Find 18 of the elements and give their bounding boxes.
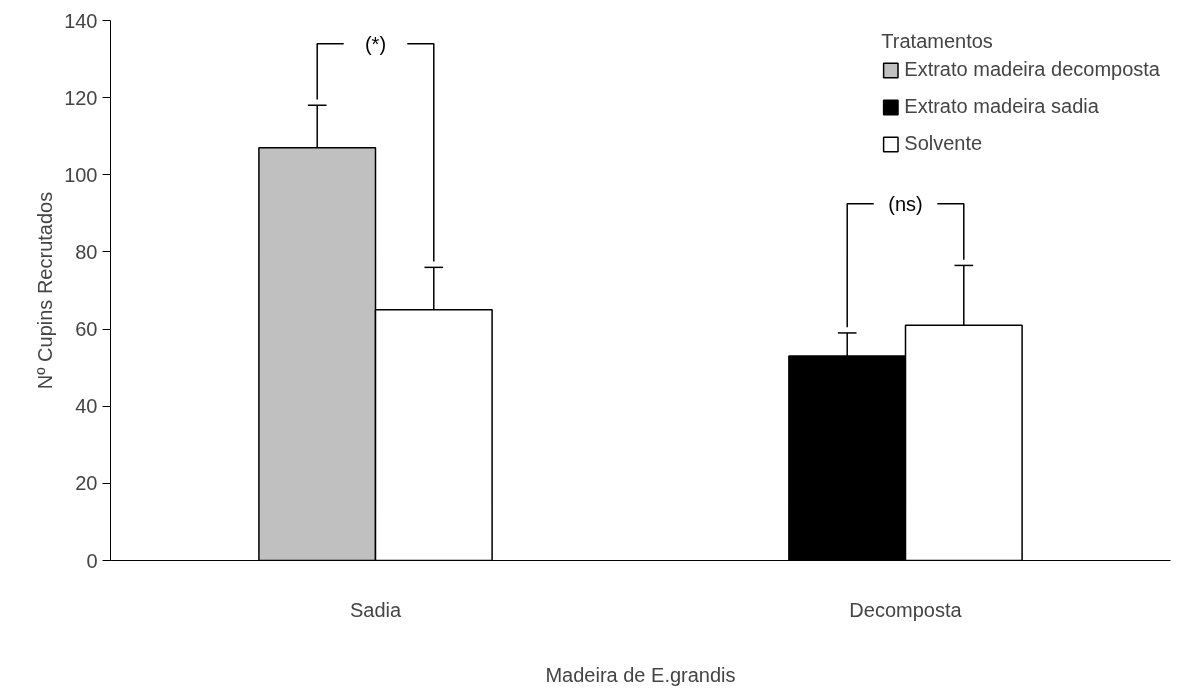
legend-label: Extrato madeira decomposta bbox=[904, 58, 1160, 81]
legend-title: Tratamentos bbox=[881, 30, 994, 53]
y-tick-label: 100 bbox=[64, 163, 98, 186]
y-tick-label: 60 bbox=[75, 318, 98, 341]
y-tick-label: 20 bbox=[75, 472, 98, 495]
x-tick-label: Sadia bbox=[349, 598, 402, 621]
y-tick-label: 120 bbox=[64, 86, 98, 109]
y-tick-label: 140 bbox=[64, 9, 98, 32]
x-tick-label: Decomposta bbox=[849, 598, 963, 621]
legend-label: Extrato madeira sadia bbox=[904, 95, 1099, 118]
x-axis-title: Madeira de E.grandis bbox=[545, 663, 736, 686]
y-tick-label: 0 bbox=[86, 549, 98, 572]
annotation: (ns) bbox=[888, 192, 923, 215]
legend-label: Solvente bbox=[904, 132, 983, 155]
y-tick-label: 80 bbox=[75, 240, 98, 263]
annotation: (*) bbox=[364, 32, 387, 55]
y-axis-title: Nº Cupins Recrutados bbox=[34, 191, 57, 390]
y-tick-label: 40 bbox=[75, 395, 98, 418]
